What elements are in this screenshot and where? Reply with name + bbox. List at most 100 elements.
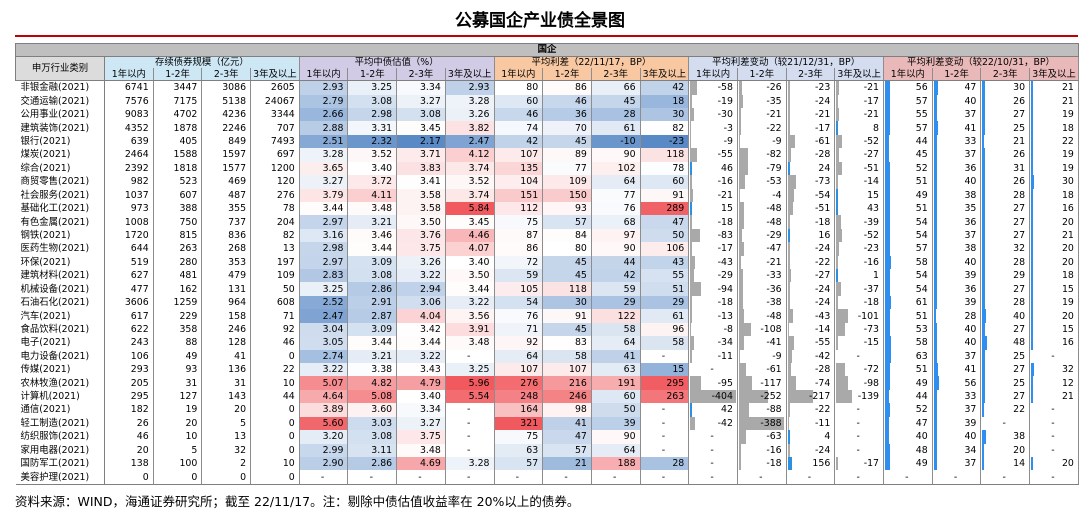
change-bar	[690, 322, 692, 337]
spr-value: 321	[520, 417, 539, 429]
change-bar	[738, 107, 742, 122]
spr-cell: 41	[591, 349, 641, 363]
change-bar	[738, 228, 743, 243]
chg2-value: 19	[1061, 149, 1074, 161]
val-value: -	[418, 471, 422, 483]
chg2-cell: 19	[1029, 161, 1079, 176]
chg2-cell: 49	[883, 188, 933, 202]
scale-value: 1818	[173, 162, 198, 174]
group-header: 存续债券规模（亿元）	[104, 55, 300, 69]
table-row: 机械设备(2021) 477 162 131 50 3.25 2.86 2.94 3.44 105…	[15, 282, 1079, 296]
sub-header: 2-3年	[396, 68, 446, 82]
chg1-cell: -18	[786, 215, 836, 229]
chg2-value: 56	[964, 377, 977, 389]
val-cell: 2.32	[347, 134, 398, 149]
spr-cell: 107	[494, 148, 544, 162]
scale-value: 0	[288, 444, 295, 456]
chg1-cell: -9	[737, 134, 787, 149]
change-bar	[885, 134, 890, 149]
spr-value: 77	[623, 189, 636, 201]
chg2-value: 52	[915, 162, 928, 174]
scale-cell: 7576	[104, 94, 154, 108]
chg2-value: 51	[915, 364, 928, 376]
chg1-value: -3	[723, 122, 733, 134]
table-row: 煤炭(2021) 2464 1588 1597 697 3.28 3.52 3.71 4.12 1…	[15, 148, 1079, 162]
spr-value: 75	[526, 216, 539, 228]
scale-value: 82	[282, 229, 295, 241]
chg2-value: 36	[964, 216, 977, 228]
val-value: 3.74	[468, 189, 490, 201]
change-bar	[738, 363, 746, 377]
chg2-cell: 20	[1029, 215, 1079, 229]
val-cell: -	[445, 470, 495, 486]
chg1-value: -88	[766, 404, 782, 416]
spr-value: -	[564, 471, 568, 483]
spr-cell: 84	[542, 228, 592, 243]
chg2-value: 55	[915, 109, 928, 121]
scale-value: 627	[130, 270, 149, 282]
industry-cell: 商贸零售(2021)	[15, 175, 105, 189]
scale-value: 3086	[222, 82, 247, 94]
spr-value: 91	[672, 189, 685, 201]
spr-value: 98	[574, 404, 587, 416]
change-bar	[787, 349, 793, 363]
val-cell: -	[299, 470, 349, 486]
chg2-cell: 31	[980, 161, 1031, 176]
chg2-value: 27	[1013, 203, 1026, 215]
scale-cell: 20	[153, 416, 203, 431]
scale-cell: 143	[201, 389, 252, 404]
industry-cell: 社会服务(2021)	[15, 188, 105, 202]
val-value: 5.96	[468, 377, 490, 389]
spr-cell: 75	[494, 215, 544, 229]
spr-cell: 70	[542, 121, 592, 135]
scale-value: 707	[276, 122, 295, 134]
val-cell: 4.46	[445, 228, 495, 243]
val-cell: 3.52	[445, 175, 495, 189]
val-cell: 3.26	[396, 255, 446, 270]
change-bar	[836, 456, 839, 471]
val-value: 3.09	[371, 256, 393, 268]
industry-cell: 医药生物(2021)	[15, 242, 105, 256]
spr-value: 82	[672, 122, 685, 134]
chg2-cell: 37	[932, 228, 982, 243]
spr-value: 80	[574, 243, 587, 255]
industry-cell: 传媒(2021)	[15, 363, 105, 377]
industry-cell: 基础化工(2021)	[15, 201, 105, 216]
chg2-value: 58	[915, 256, 928, 268]
chg2-value: 19	[1061, 162, 1074, 174]
val-value: 3.44	[468, 283, 490, 295]
change-bar	[836, 161, 843, 176]
spr-cell: 74	[494, 121, 544, 135]
scale-value: 143	[228, 391, 247, 403]
spr-value: 44	[623, 256, 636, 268]
chg2-value: 56	[915, 82, 928, 94]
scale-cell: 10	[250, 376, 300, 390]
scale-value: 5138	[222, 95, 247, 107]
spr-cell: 64	[494, 349, 544, 363]
chg2-cell: 38	[980, 430, 1031, 444]
scale-value: 92	[282, 323, 295, 335]
spr-value: 80	[526, 82, 539, 94]
val-cell: -	[445, 403, 495, 417]
industry-cell: 美容护理(2021)	[15, 470, 105, 486]
val-value: 3.48	[371, 203, 393, 215]
spr-value: 42	[672, 82, 685, 94]
industry-cell: 钢铁(2021)	[15, 228, 105, 243]
val-cell: 5.54	[445, 389, 495, 404]
scale-cell: 707	[250, 121, 300, 135]
sub-header: 1-2年	[542, 68, 592, 82]
val-cell: -	[445, 430, 495, 444]
change-bar	[690, 403, 693, 417]
chg1-cell: -139	[834, 389, 884, 404]
chg2-cell: 51	[883, 175, 933, 189]
chg1-cell: -53	[737, 175, 787, 189]
chg1-value: -43	[717, 256, 733, 268]
chg2-value: 26	[1013, 95, 1026, 107]
scale-cell: 849	[201, 134, 252, 149]
scale-cell: 0	[250, 430, 300, 444]
val-value: 4.46	[468, 229, 490, 241]
chg1-cell: 46	[688, 161, 738, 176]
spr-cell: 45	[542, 322, 592, 337]
sub-header: 1-2年	[153, 68, 203, 82]
spr-value: 63	[623, 364, 636, 376]
